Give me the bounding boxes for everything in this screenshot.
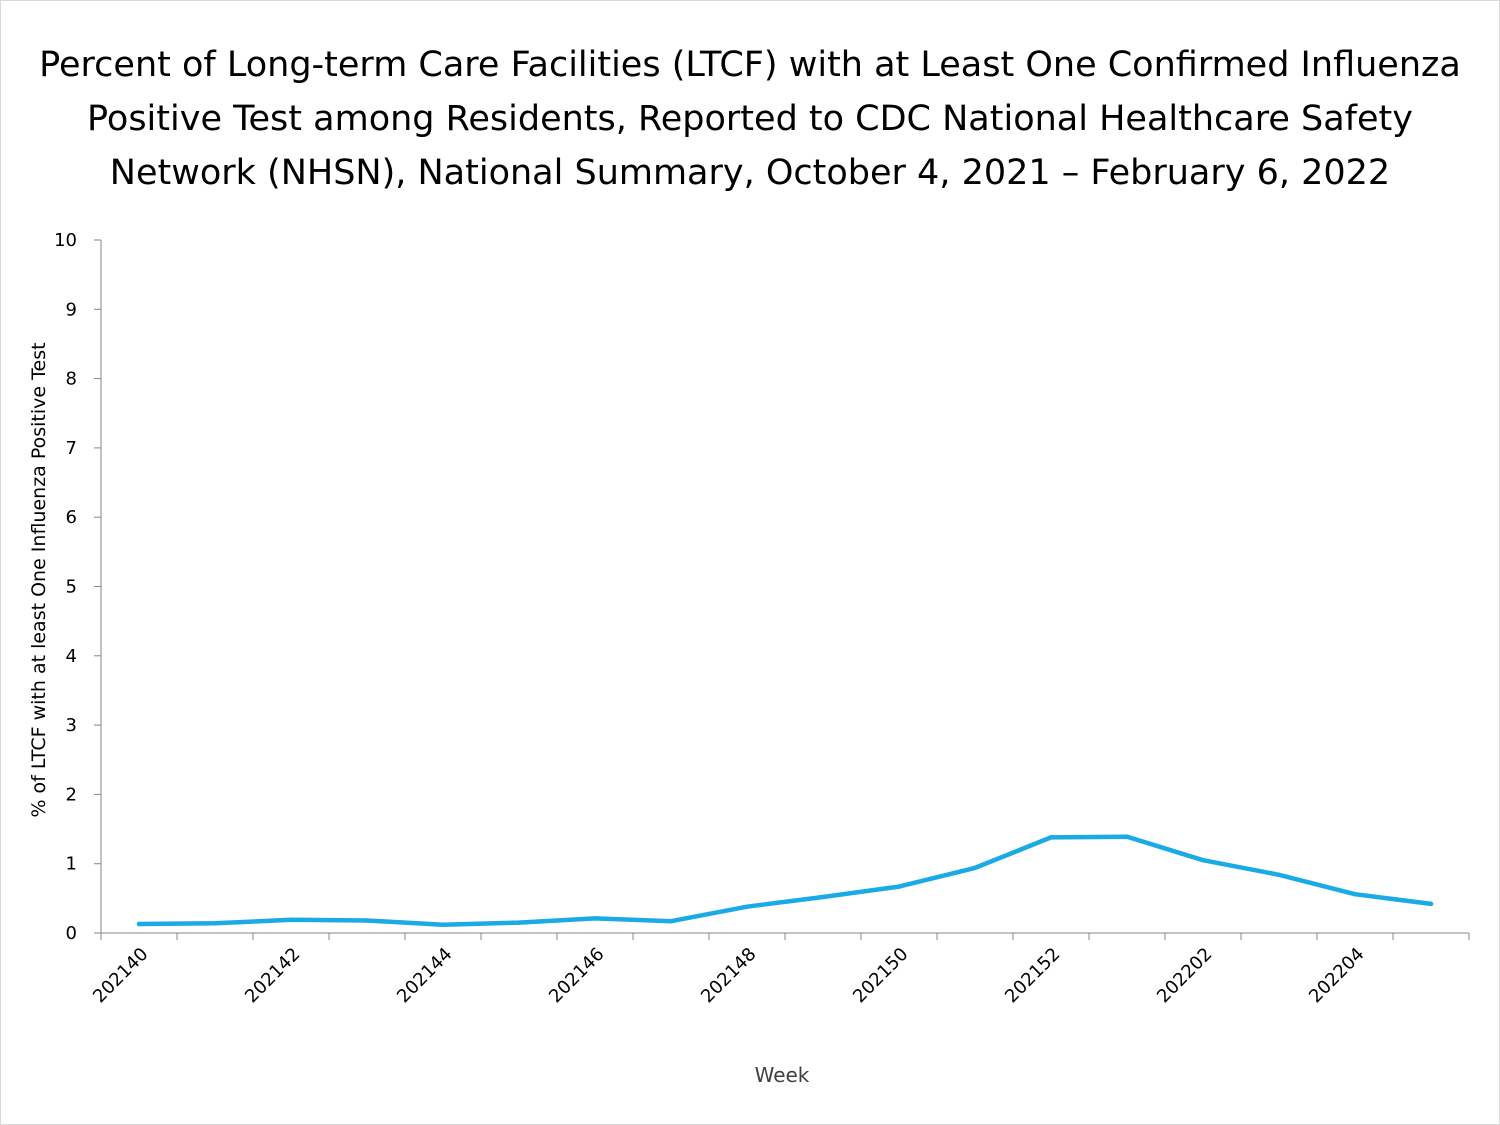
y-tick-label: 4 (66, 646, 77, 667)
y-tick-label: 0 (66, 923, 77, 944)
data-point (1124, 834, 1130, 839)
chart-title: Percent of Long-term Care Facilities (LT… (0, 38, 1500, 200)
chart-title-line-3: Network (NHSN), National Summary, Octobe… (109, 153, 1391, 193)
chart-title-line-2: Positive Test among Residents, Reported … (87, 99, 1413, 139)
y-tick-label: 6 (66, 507, 77, 528)
data-point (212, 921, 218, 926)
x-axis: 202140 202142 202144 202146 202148 202150 2021… (89, 932, 1470, 1007)
x-tick-label: 202146 (545, 944, 608, 1007)
data-point (744, 904, 750, 909)
y-tick-label: 2 (66, 784, 77, 805)
y-tick-label: 10 (54, 230, 77, 251)
x-tick-label: 202148 (697, 944, 760, 1007)
series-layer (136, 834, 1434, 927)
x-tick-label: 202202 (1153, 944, 1216, 1007)
data-point (972, 865, 978, 871)
data-point (1428, 901, 1434, 907)
x-axis-title: Week (755, 1063, 810, 1087)
x-tick-label: 202140 (89, 944, 152, 1007)
x-tick-label: 202142 (241, 944, 304, 1007)
data-point (668, 919, 674, 924)
y-tick-label: 7 (66, 438, 77, 459)
data-point (1276, 872, 1282, 877)
y-tick-label: 1 (66, 854, 77, 875)
data-point (364, 918, 370, 923)
x-tick-label: 202152 (1001, 944, 1064, 1007)
data-point (592, 916, 598, 921)
chart-title-line-1: Percent of Long-term Care Facilities (LT… (39, 45, 1461, 85)
y-tick-label: 5 (66, 577, 77, 598)
x-tick-label: 202150 (849, 944, 912, 1007)
y-axis: 0 1 2 3 4 5 6 7 8 9 10 (54, 230, 102, 944)
y-tick-label: 8 (66, 369, 77, 390)
data-point (136, 921, 142, 927)
series-line (136, 834, 1434, 927)
y-tick-label: 3 (66, 715, 77, 736)
data-point (896, 884, 902, 889)
data-point (1200, 858, 1206, 863)
x-tick-label: 202144 (393, 944, 456, 1007)
data-point (440, 922, 446, 927)
data-point (1352, 891, 1358, 897)
data-point (288, 917, 294, 923)
data-point (516, 920, 522, 925)
data-point (820, 894, 826, 900)
x-tick-label: 202204 (1305, 944, 1368, 1007)
y-tick-label: 9 (66, 299, 77, 320)
y-axis-title: % of LTCF with at least One Influenza Po… (28, 342, 50, 817)
data-point (1048, 835, 1054, 840)
